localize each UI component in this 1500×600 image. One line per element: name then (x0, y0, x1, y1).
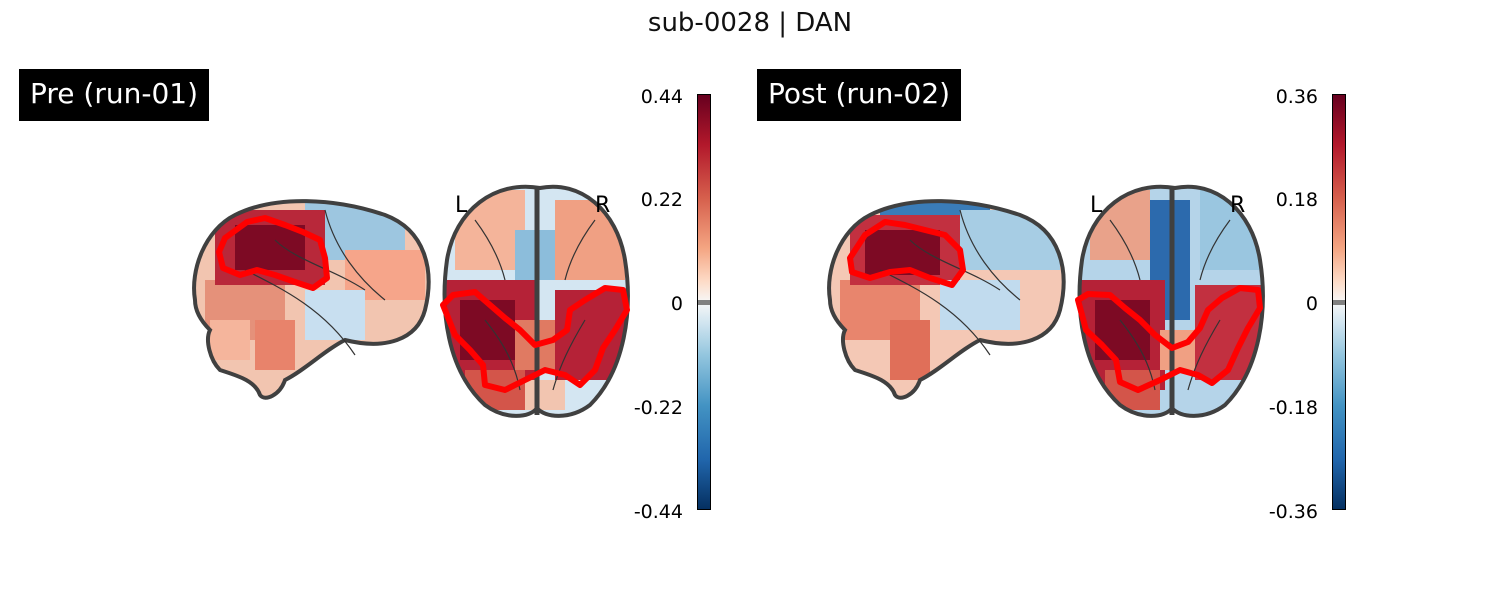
colorbar-tick: -0.18 (1268, 397, 1318, 419)
colorbar-threshold-band (698, 299, 710, 305)
roi-outline-axial (440, 285, 630, 393)
colorbar-tick: -0.22 (633, 397, 683, 419)
orientation-label-right: R (1230, 193, 1245, 218)
colorbar-pre (697, 94, 711, 510)
orientation-label-right: R (595, 193, 610, 218)
sagittal-view (194, 201, 429, 398)
panel-label-pre: Pre (run-01) (19, 69, 209, 121)
colorbar-threshold-band (1333, 299, 1345, 305)
figure-title: sub-0028 | DAN (647, 8, 853, 38)
colorbar-tick: 0 (670, 293, 683, 315)
colorbar-tick: 0.44 (640, 86, 683, 108)
colorbar-tick: -0.44 (633, 501, 683, 523)
colorbar-tick: 0 (1305, 293, 1318, 315)
sagittal-outline (192, 199, 431, 400)
roi-outline-sagittal (847, 219, 966, 288)
glass-brain-post: L R (827, 184, 1265, 418)
orientation-label-left: L (1090, 193, 1103, 218)
sagittal-view (829, 201, 1064, 398)
colorbar-tick: 0.22 (640, 189, 683, 211)
colorbar-tick: 0.36 (1275, 86, 1318, 108)
colorbar-tick: -0.36 (1268, 501, 1318, 523)
orientation-label-left: L (455, 193, 468, 218)
roi-outline-axial (1075, 285, 1263, 393)
panel-label-post: Post (run-02) (757, 69, 962, 121)
roi-outline-sagittal (216, 215, 330, 291)
glass-brain-pre: L R (192, 184, 630, 418)
colorbar-tick: 0.18 (1275, 189, 1318, 211)
sagittal-outline (827, 199, 1066, 400)
colorbar-post (1332, 94, 1346, 510)
